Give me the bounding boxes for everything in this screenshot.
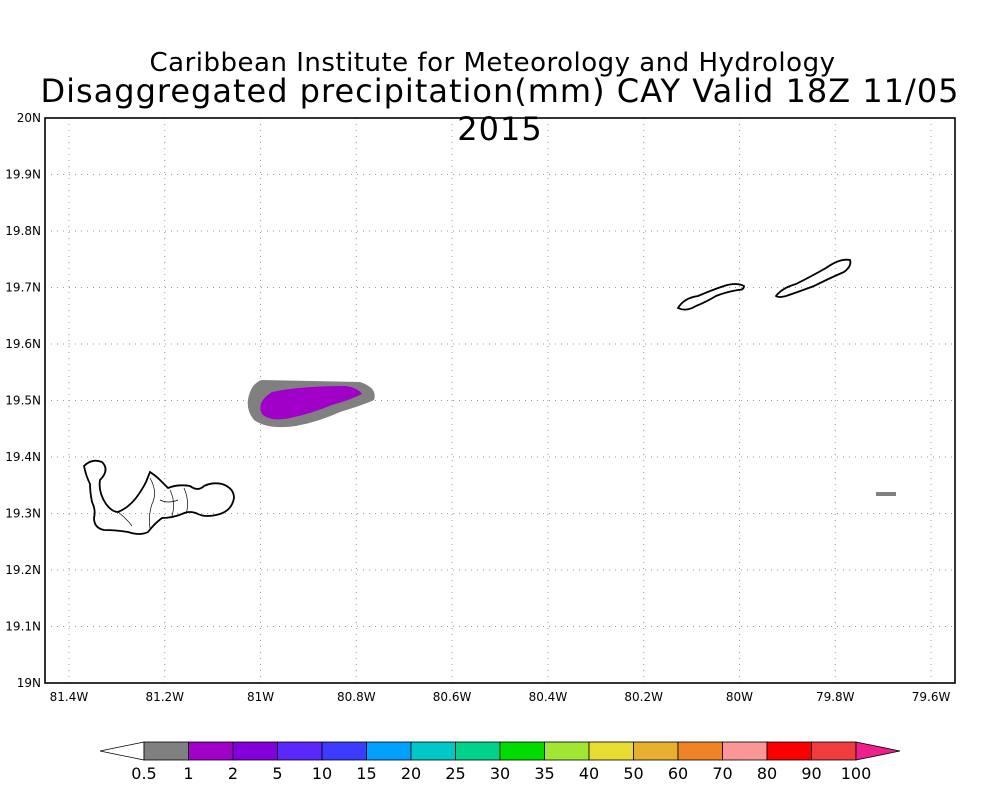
colorbar-swatch <box>143 741 189 761</box>
colorbar-swatch <box>633 741 679 761</box>
lat-tick-label: 19.6N <box>5 337 41 351</box>
lon-tick-label: 81.4W <box>50 690 89 704</box>
precip-area-purple <box>260 386 362 420</box>
colorbar-label: 30 <box>490 764 510 783</box>
lat-tick-label: 19.3N <box>5 507 41 521</box>
lat-tick-label: 20N <box>17 111 41 125</box>
colorbar-swatch <box>188 741 234 761</box>
lat-tick-label: 19.7N <box>5 281 41 295</box>
lat-tick-label: 19.4N <box>5 450 41 464</box>
precip-spot-grey <box>876 492 896 496</box>
colorbar-label: 50 <box>623 764 643 783</box>
lon-tick-label: 80W <box>726 690 753 704</box>
lon-tick-label: 80.6W <box>433 690 472 704</box>
lon-tick-label: 81.2W <box>145 690 184 704</box>
lat-tick-label: 19.8N <box>5 224 41 238</box>
lat-tick-label: 19.1N <box>5 620 41 634</box>
colorbar-label: 10 <box>312 764 332 783</box>
colorbar-label: 90 <box>801 764 821 783</box>
lon-tick-label: 79.8W <box>816 690 855 704</box>
colorbar-label: 0.5 <box>131 764 156 783</box>
colorbar-swatch <box>766 741 812 761</box>
colorbar-under-triangle <box>99 741 145 761</box>
colorbar-label: 80 <box>757 764 777 783</box>
colorbar-label: 60 <box>668 764 688 783</box>
colorbar-swatch <box>410 741 456 761</box>
lon-tick-label: 81W <box>247 690 274 704</box>
colorbar-label: 15 <box>356 764 376 783</box>
lat-tick-label: 19.2N <box>5 563 41 577</box>
colorbar-swatch <box>232 741 278 761</box>
colorbar-label: 35 <box>534 764 554 783</box>
grand-cayman-districts <box>117 477 188 529</box>
lon-tick-label: 80.2W <box>624 690 663 704</box>
grand-cayman-coastline <box>83 459 235 535</box>
map-frame <box>44 117 956 684</box>
colorbar-label: 2 <box>228 764 238 783</box>
colorbar-swatch <box>811 741 857 761</box>
colorbar-swatch <box>544 741 590 761</box>
latitude-tick-labels: 19N 19.1N 19.2N 19.3N 19.4N 19.5N 19.6N 19.7N 19… <box>5 111 41 690</box>
colorbar-swatch <box>677 741 723 761</box>
lon-tick-label: 79.6W <box>912 690 951 704</box>
longitude-tick-labels: 81.4W 81.2W 81W 80.8W 80.6W 80.4W 80.2W 80W 79.8… <box>50 690 951 704</box>
grid-lines <box>45 118 955 683</box>
lat-tick-label: 19.5N <box>5 394 41 408</box>
lon-tick-label: 80.8W <box>337 690 376 704</box>
colorbar-label: 100 <box>841 764 872 783</box>
colorbar-label: 25 <box>445 764 465 783</box>
colorbar-swatch <box>277 741 323 761</box>
colorbar-swatch <box>455 741 501 761</box>
lat-tick-label: 19.9N <box>5 168 41 182</box>
lon-tick-label: 80.4W <box>529 690 568 704</box>
colorbar-label: 70 <box>712 764 732 783</box>
colorbar-swatch <box>366 741 412 761</box>
colorbar-label: 1 <box>183 764 193 783</box>
lat-tick-label: 19N <box>17 676 41 690</box>
colorbar-over-triangle <box>855 741 901 761</box>
map-title-line2: Disaggregated precipitation(mm) CAY Vali… <box>40 72 960 148</box>
colorbar-swatch <box>722 741 768 761</box>
map-title-line1: Caribbean Institute for Meteorology and … <box>149 48 836 78</box>
colorbar <box>99 741 901 761</box>
colorbar-swatch <box>499 741 545 761</box>
colorbar-label: 20 <box>401 764 421 783</box>
colorbar-swatch <box>588 741 634 761</box>
cayman-brac-coastline <box>774 258 852 298</box>
colorbar-label: 5 <box>272 764 282 783</box>
little-cayman-coastline <box>676 283 745 311</box>
colorbar-labels: 0.5 1 2 5 10 15 20 25 30 35 40 50 60 70 80 90 100 <box>131 764 871 783</box>
colorbar-label: 40 <box>579 764 599 783</box>
colorbar-swatch <box>321 741 367 761</box>
